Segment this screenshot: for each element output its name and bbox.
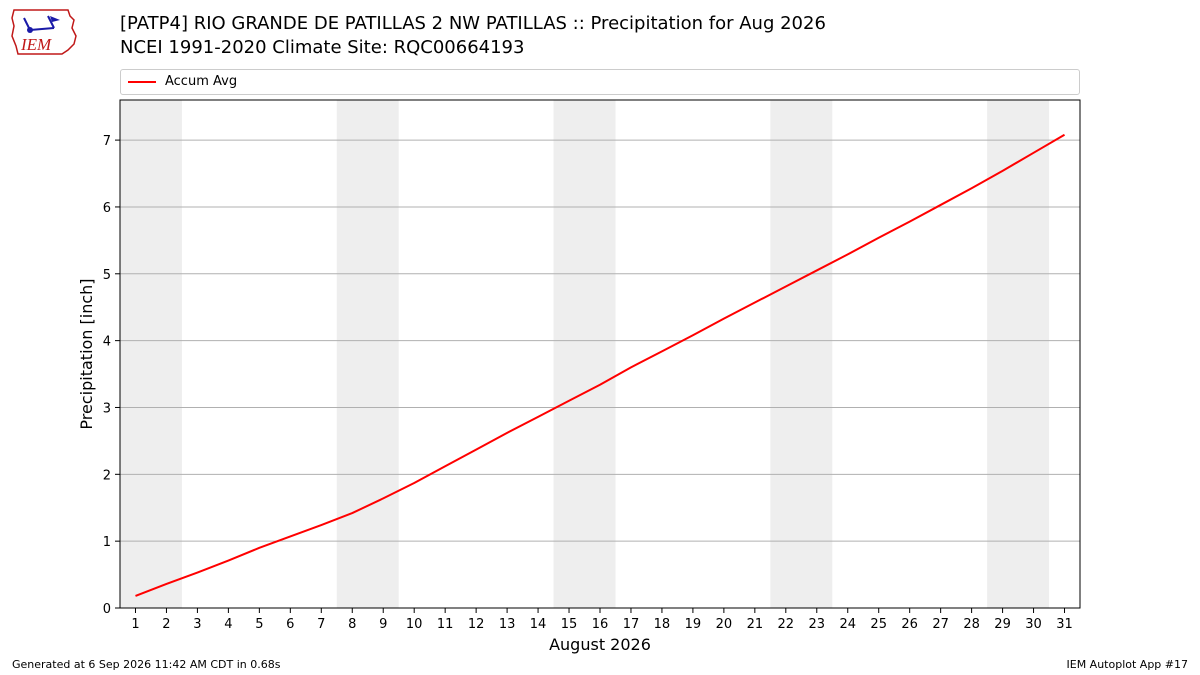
x-tick-label-4: 4 [224,617,232,632]
weekend-band-1 [120,100,182,608]
weekend-band-2 [336,100,399,608]
y-axis: 0 1 2 3 4 5 6 7 [103,134,120,617]
x-tick-label-15: 15 [561,617,578,632]
x-tick-label-7: 7 [317,617,325,632]
x-tick-label-6: 6 [286,617,294,632]
x-tick-label-29: 29 [994,617,1011,632]
series-line-accum-avg [135,133,1066,597]
x-tick-label-27: 27 [932,617,949,632]
x-tick-label-18: 18 [654,617,671,632]
x-tick-label-12: 12 [468,617,485,632]
weekend-bands [120,100,1050,608]
x-tick-label-10: 10 [406,617,423,632]
x-tick-label-20: 20 [716,617,733,632]
x-tick-label-3: 3 [193,617,201,632]
x-tick-label-13: 13 [499,617,516,632]
x-tick-label-21: 21 [747,617,764,632]
y-tick-label-6: 6 [103,201,111,216]
y-gridlines [120,139,1080,542]
x-tick-label-8: 8 [348,617,356,632]
x-tick-label-23: 23 [809,617,826,632]
weekend-band-4 [770,100,833,608]
series-layer [135,133,1066,597]
x-tick-label-9: 9 [379,617,387,632]
x-tick-label-11: 11 [437,617,454,632]
legend-swatch-accum-avg [128,81,156,83]
logo-text: IEM [20,35,52,54]
y-axis-label: Precipitation [inch] [77,278,96,429]
iem-logo: IEM [8,6,80,58]
chart-title: [PATP4] RIO GRANDE DE PATILLAS 2 NW PATI… [120,13,826,34]
x-tick-label-17: 17 [623,617,640,632]
y-tick-label-7: 7 [103,134,111,149]
x-axis: 1 2 3 4 5 6 7 8 9 10 11 12 13 14 15 16 17 18 19 20 21 22 23 24 2… [131,608,1073,632]
x-tick-label-24: 24 [839,617,856,632]
x-axis-label: August 2026 [549,635,651,654]
legend-label-accum-avg: Accum Avg [165,74,238,89]
y-tick-label-4: 4 [103,335,111,350]
y-tick-label-1: 1 [103,535,111,550]
x-tick-label-1: 1 [131,617,139,632]
weekend-band-5 [987,100,1050,608]
x-tick-label-31: 31 [1056,617,1073,632]
y-tick-label-2: 2 [103,468,111,483]
iem-logo-graphic: IEM [11,9,77,55]
x-tick-label-5: 5 [255,617,263,632]
legend: Accum Avg [120,69,1080,95]
app-credit: IEM Autoplot App #17 [1066,658,1189,671]
generated-timestamp: Generated at 6 Sep 2026 11:42 AM CDT in … [12,658,281,671]
y-tick-label-5: 5 [103,268,111,283]
x-tick-label-28: 28 [963,617,980,632]
y-tick-label-3: 3 [103,401,111,416]
x-tick-label-26: 26 [901,617,918,632]
y-tick-label-0: 0 [103,602,111,617]
x-tick-label-14: 14 [530,617,547,632]
chart-subtitle: NCEI 1991-2020 Climate Site: RQC00664193 [120,37,525,58]
x-tick-label-19: 19 [685,617,702,632]
x-tick-label-2: 2 [162,617,170,632]
x-tick-label-22: 22 [778,617,795,632]
x-tick-label-16: 16 [592,617,609,632]
weekend-band-3 [553,100,616,608]
x-tick-label-30: 30 [1025,617,1042,632]
x-tick-label-25: 25 [870,617,887,632]
